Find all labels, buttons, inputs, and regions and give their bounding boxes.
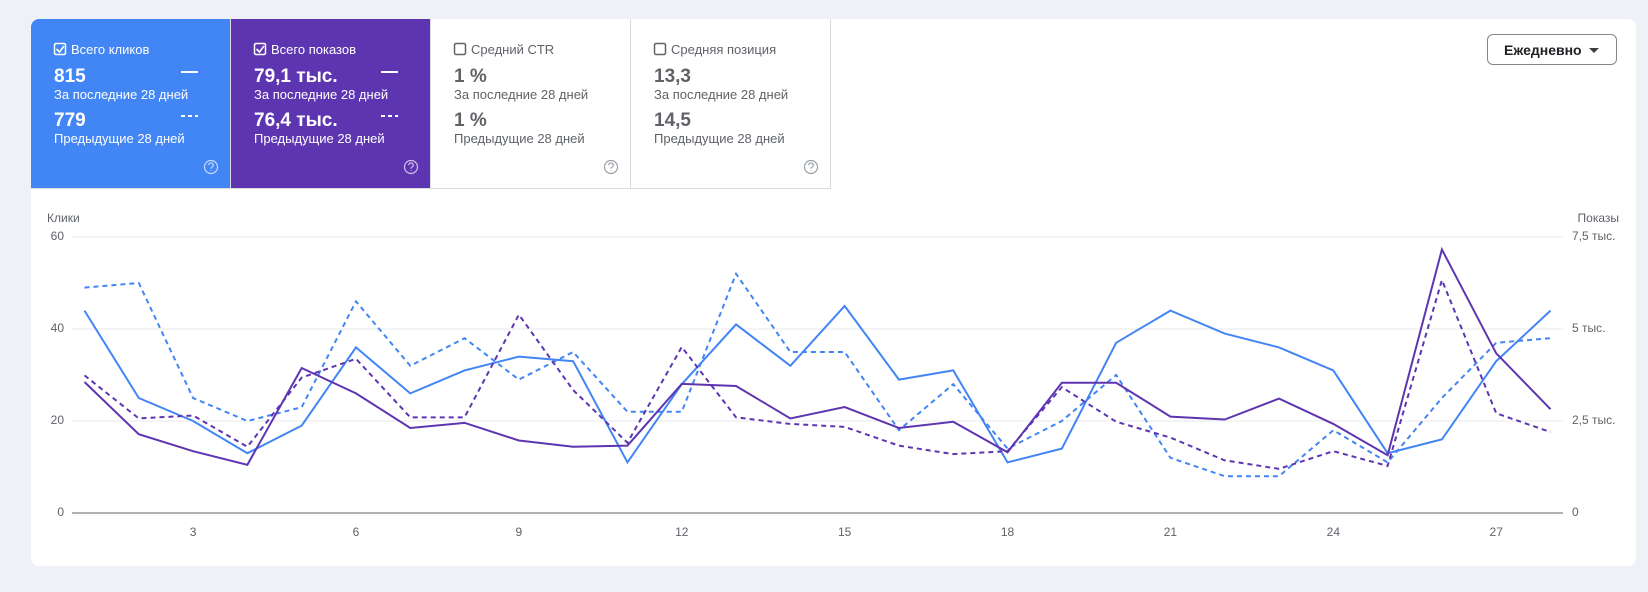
metric-card[interactable]: Средний CTR 1 % За последние 28 дней 1 % Пре… [431,19,631,189]
period-dropdown[interactable]: Ежедневно [1487,34,1617,65]
x-tick-label: 27 [1490,525,1504,539]
chart: Клики Показы 0 20 40 60 0 2,5 тыс. 5 тыс. 7,5 т… [47,211,1619,539]
help-glyph [408,162,414,171]
previous-value: 14,5 [654,110,691,131]
x-tick-label: 24 [1327,525,1341,539]
previous-period: Предыдущие 28 дней [454,131,585,146]
card-label: Всего кликов [71,42,150,57]
card-icons [253,42,419,175]
help-icon [803,159,819,175]
current-value: 13,3 [654,66,691,87]
card-icons [453,42,619,175]
y-tick-label: 40 [51,321,65,335]
series-line [83,304,1552,465]
help-glyph [808,162,814,171]
x-tick-label: 18 [1001,525,1015,539]
previous-value: 76,4 тыс. [254,110,338,131]
y-tick-label: 0 [57,505,64,519]
x-tick-label: 21 [1164,525,1178,539]
help-icon [203,159,219,175]
x-tick-label: 12 [675,525,689,539]
current-period: За последние 28 дней [54,87,189,102]
y2-tick-label: 0 [1572,505,1579,519]
metric-card[interactable]: Средняя позиция 13,3 За последние 28 дней 1… [631,19,831,189]
y-tick-label: 20 [51,413,65,427]
x-tick-label: 6 [353,525,360,539]
x-tick-label: 3 [190,525,197,539]
card-label: Средняя позиция [671,42,777,57]
current-value: 1 % [454,66,487,87]
previous-period: Предыдущие 28 дней [54,131,185,146]
x-tick-label: 15 [838,525,852,539]
checkbox [253,42,267,56]
card-label: Всего показов [271,42,356,57]
y-tick-label: 60 [51,229,65,243]
previous-value: 779 [54,110,86,131]
y2-tick-label: 2,5 тыс. [1572,413,1615,427]
previous-period: Предыдущие 28 дней [254,131,385,146]
series-line [83,277,1551,470]
card-icons [653,42,819,175]
dropdown-label: Ежедневно [1504,42,1582,58]
current-value: 815 [54,66,86,87]
y2-axis-title: Показы [1578,211,1619,225]
previous-period: Предыдущие 28 дней [654,131,785,146]
y-axis-title: Клики [47,211,80,225]
checkbox [453,42,467,56]
current-period: За последние 28 дней [254,87,389,102]
checkmark [255,45,265,54]
help-glyph [208,162,214,171]
current-value: 79,1 тыс. [254,66,338,87]
help-glyph [608,162,614,171]
help-icon [403,159,419,175]
metric-card[interactable]: Всего показов 79,1 тыс. За последние 28 дн… [231,19,431,189]
x-tick-label: 9 [516,525,523,539]
current-period: За последние 28 дней [654,87,789,102]
checkbox [53,42,67,56]
series-line [83,246,1552,466]
card-icons [53,42,219,175]
y2-tick-label: 7,5 тыс. [1572,229,1615,243]
performance-panel: Клики Показы 0 20 40 60 0 2,5 тыс. 5 тыс. 7,5 т… [31,19,1636,566]
dropdown-arrow [1589,48,1599,53]
card-label: Средний CTR [471,42,555,57]
checkmark [55,45,65,54]
help-icon [603,159,619,175]
metric-card[interactable]: Всего кликов 815 За последние 28 дней 779 Пр… [31,19,231,189]
y2-tick-label: 5 тыс. [1572,321,1605,335]
previous-value: 1 % [454,110,487,131]
current-period: За последние 28 дней [454,87,589,102]
checkbox [653,42,667,56]
series-line [84,271,1551,478]
